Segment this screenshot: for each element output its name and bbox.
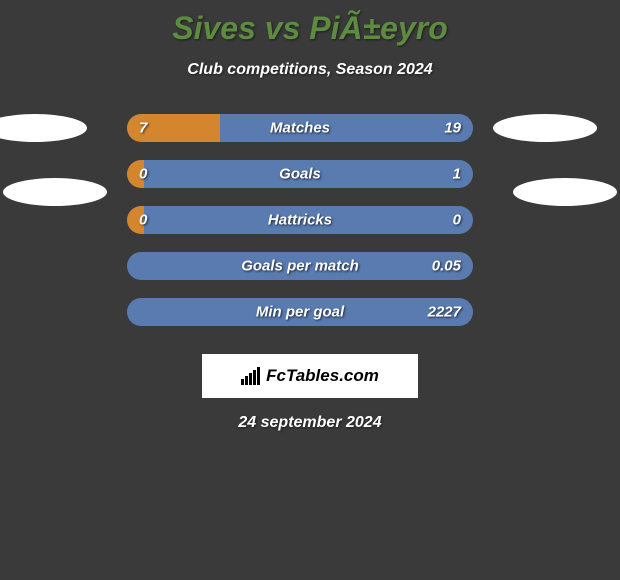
- stat-label: Goals: [279, 166, 321, 183]
- stats-bars: 7 Matches 19 0 Goals 1 0 Hattricks 0 Goa…: [127, 114, 473, 326]
- stats-area: 7 Matches 19 0 Goals 1 0 Hattricks 0 Goa…: [0, 114, 620, 326]
- stat-bar-goals-per-match: Goals per match 0.05: [127, 252, 473, 280]
- stat-bar-min-per-goal: Min per goal 2227: [127, 298, 473, 326]
- stat-right-value: 19: [444, 120, 461, 137]
- date-text: 24 september 2024: [0, 414, 620, 432]
- logo-text: FcTables.com: [266, 366, 379, 386]
- stat-label: Hattricks: [268, 212, 332, 229]
- stat-right-value: 0.05: [432, 258, 461, 275]
- subtitle: Club competitions, Season 2024: [0, 61, 620, 79]
- stat-left-value: 7: [139, 120, 147, 137]
- right-ellipse-column: [493, 114, 617, 206]
- fctables-logo: FcTables.com: [202, 354, 418, 398]
- left-ellipse-column: [3, 114, 107, 206]
- stat-left-value: 0: [139, 212, 147, 229]
- stat-right-value: 1: [453, 166, 461, 183]
- stat-right-value: 0: [453, 212, 461, 229]
- ellipse-icon: [493, 114, 597, 142]
- stat-bar-goals: 0 Goals 1: [127, 160, 473, 188]
- stat-right-value: 2227: [428, 304, 461, 321]
- infographic-container: Sives vs PiÃ±eyro Club competitions, Sea…: [0, 0, 620, 432]
- bar-chart-icon: [241, 367, 260, 385]
- ellipse-icon: [513, 178, 617, 206]
- stat-label: Min per goal: [256, 304, 344, 321]
- page-title: Sives vs PiÃ±eyro: [0, 10, 620, 47]
- stat-bar-matches: 7 Matches 19: [127, 114, 473, 142]
- stat-label: Goals per match: [241, 258, 359, 275]
- stat-label: Matches: [270, 120, 330, 137]
- ellipse-icon: [3, 178, 107, 206]
- stat-bar-hattricks: 0 Hattricks 0: [127, 206, 473, 234]
- stat-left-value: 0: [139, 166, 147, 183]
- ellipse-icon: [0, 114, 87, 142]
